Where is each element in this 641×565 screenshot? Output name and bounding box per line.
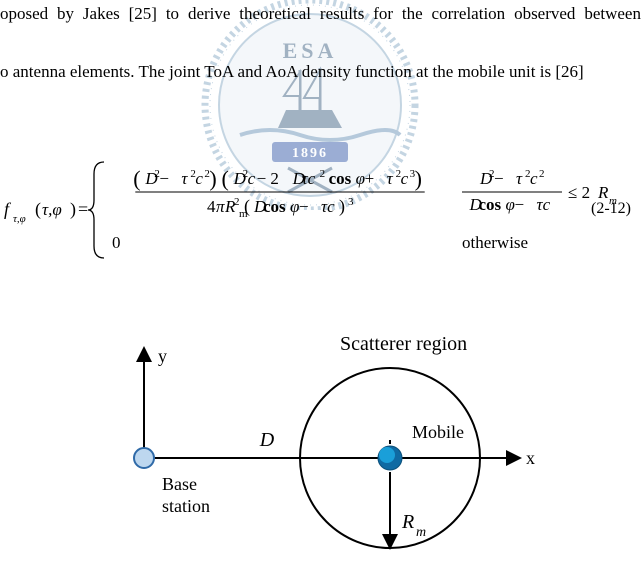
- svg-text:cos: cos: [263, 197, 286, 216]
- svg-text:c: c: [248, 169, 256, 188]
- equation-block: fτ,φ(τ,φ)=(D2 − τ2c2)(D2c − 2Dτc2 cosφ +…: [0, 150, 641, 270]
- svg-text:(: (: [35, 199, 41, 220]
- equation-number: (2-12): [591, 200, 631, 218]
- svg-text:x: x: [526, 448, 535, 468]
- svg-text:2: 2: [539, 168, 545, 180]
- svg-text:Scatterer region: Scatterer region: [340, 333, 467, 355]
- svg-text:τ,φ: τ,φ: [13, 213, 26, 225]
- svg-text:τc: τc: [321, 197, 335, 216]
- paragraph-line-2: o antenna elements. The joint ToA and Ao…: [0, 61, 584, 83]
- svg-text:− 2: − 2: [257, 169, 279, 188]
- figure-scatterer-geometry: y x D Basestation Mobile Rm Scatterer region: [100, 330, 540, 560]
- svg-text:τ,φ: τ,φ: [42, 200, 62, 219]
- svg-text:π: π: [216, 197, 225, 216]
- svg-text:τ: τ: [387, 169, 394, 188]
- svg-text:c: c: [401, 169, 409, 188]
- svg-text:): ): [339, 196, 345, 217]
- svg-text:3: 3: [348, 196, 354, 208]
- svg-text:station: station: [162, 496, 210, 516]
- svg-text:2: 2: [320, 168, 326, 180]
- svg-text:(: (: [244, 196, 250, 217]
- svg-text:Mobile: Mobile: [412, 422, 464, 442]
- svg-text:otherwise: otherwise: [462, 233, 528, 252]
- svg-text:≤ 2: ≤ 2: [568, 183, 590, 202]
- svg-text:c: c: [530, 169, 538, 188]
- svg-text:ESA: ESA: [283, 38, 338, 63]
- svg-text:τc: τc: [537, 195, 551, 214]
- svg-text:D: D: [259, 429, 275, 451]
- svg-text:): ): [70, 199, 76, 220]
- svg-text:R: R: [401, 511, 414, 533]
- svg-text:τ: τ: [181, 169, 188, 188]
- svg-text:y: y: [158, 346, 167, 366]
- svg-text:cos: cos: [479, 195, 502, 214]
- svg-text:−: −: [159, 169, 169, 188]
- svg-text:2: 2: [234, 196, 240, 208]
- svg-text:(: (: [222, 166, 229, 191]
- svg-text:f: f: [4, 199, 12, 219]
- svg-text:τ: τ: [516, 169, 523, 188]
- svg-text:4: 4: [207, 197, 216, 216]
- svg-text:c: c: [195, 169, 203, 188]
- svg-text:−: −: [494, 169, 504, 188]
- svg-text:φ: φ: [290, 197, 299, 216]
- svg-text:τc: τc: [302, 169, 316, 188]
- svg-text:): ): [209, 166, 216, 191]
- svg-text:φ: φ: [356, 169, 365, 188]
- page-root: ESA1896 oposedbyJakes[25]toderivetheoret…: [0, 0, 641, 564]
- svg-text:=: =: [78, 199, 88, 219]
- svg-text:Base: Base: [162, 474, 197, 494]
- svg-text:0: 0: [112, 233, 121, 252]
- svg-text:−: −: [299, 197, 309, 216]
- svg-text:m: m: [416, 525, 426, 540]
- svg-text:): ): [415, 166, 422, 191]
- svg-text:−: −: [515, 195, 525, 214]
- svg-text:+: +: [365, 169, 375, 188]
- svg-text:cos: cos: [329, 169, 352, 188]
- paragraph-line-1: oposedbyJakes[25]toderivetheoreticalresu…: [0, 3, 641, 25]
- svg-text:φ: φ: [506, 195, 515, 214]
- svg-text:(: (: [133, 166, 140, 191]
